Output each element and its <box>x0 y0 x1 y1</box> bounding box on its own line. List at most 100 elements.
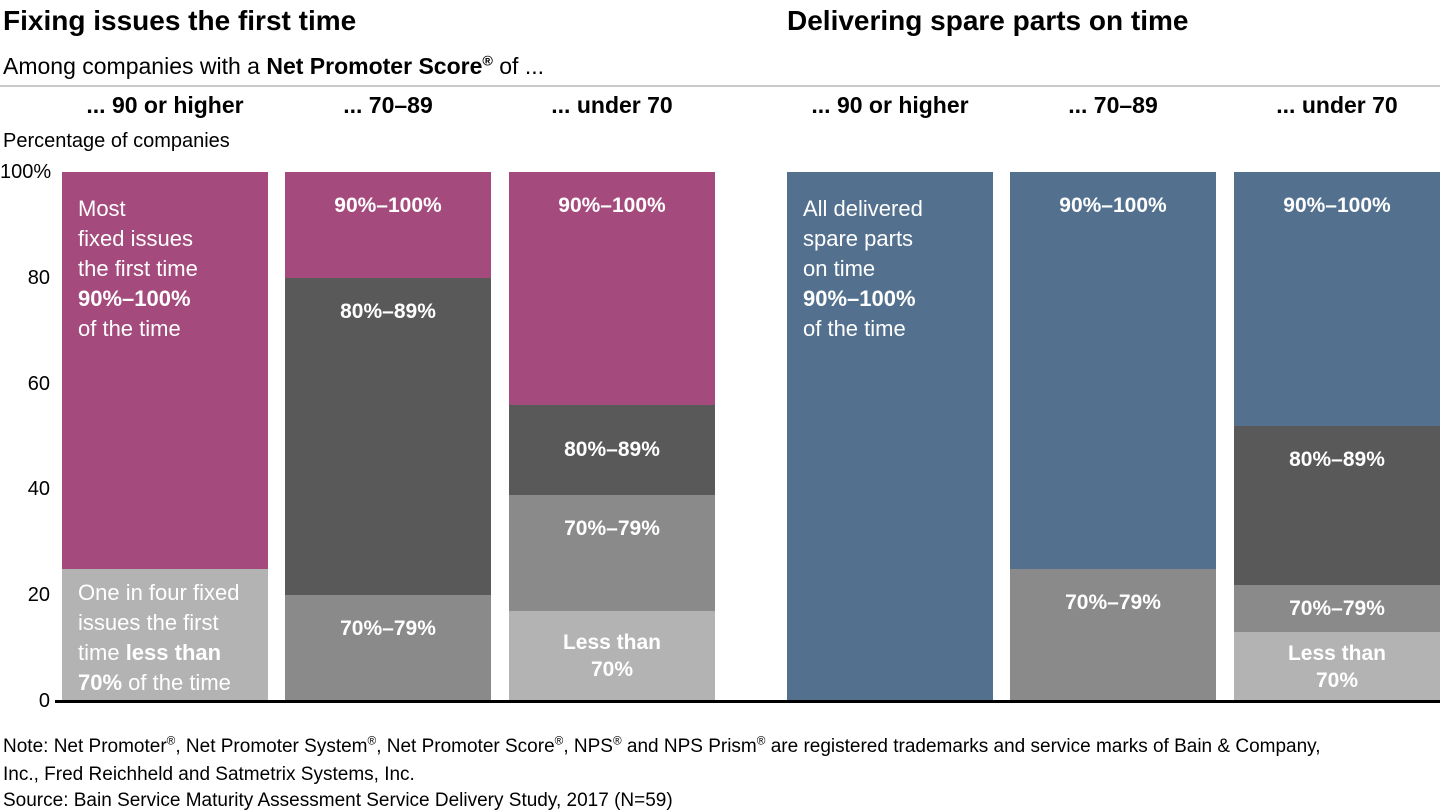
chart-subtitle: Among companies with a Net Promoter Scor… <box>3 53 544 80</box>
text-run: less than <box>125 639 222 665</box>
column-header: ... under 70 <box>551 92 673 118</box>
label-line: Less than <box>509 629 715 656</box>
label-line: Most <box>78 194 268 224</box>
text-run: 90%–100% <box>334 194 442 217</box>
text-run: , Net Promoter Score <box>376 736 555 757</box>
text-run: 70%–79% <box>1289 596 1385 620</box>
text-run: 70% <box>78 669 123 695</box>
label-line: 70% <box>1234 667 1440 694</box>
label-line: fixed issues <box>78 224 268 254</box>
bar-segment-label: Less than 70% <box>509 629 715 683</box>
bar-segment-label: One in four fixed issues the first time le… <box>62 578 268 698</box>
label-line: 70%–79% <box>285 615 491 642</box>
text-run: 90%–100% <box>558 194 666 217</box>
text-run: , Net Promoter System <box>175 736 368 757</box>
label-line: 70%–79% <box>509 515 715 542</box>
text-run: , NPS <box>563 736 613 757</box>
label-line: Less than <box>1234 640 1440 667</box>
bar-segment-label: 90%–100% <box>1010 192 1216 219</box>
text-run: ® <box>612 734 622 748</box>
y-tick-label: 40 <box>27 478 50 501</box>
bar-segment: Less than 70% <box>1234 632 1440 701</box>
bar-segment-label: All delivered spare parts on time 90%–100% o… <box>787 194 993 344</box>
bar-segment: All delivered spare parts on time 90%–100% o… <box>787 172 993 701</box>
label-line: 90%–100% <box>803 284 993 314</box>
text-run: are registered trademarks and service ma… <box>765 736 1321 757</box>
text-run: All delivered <box>803 196 923 221</box>
bar-segment: 80%–89% <box>1234 425 1440 585</box>
column-header: ... 90 or higher <box>86 92 244 118</box>
bar-segment: 70%–79% <box>509 494 715 612</box>
label-line: 70%–79% <box>1010 589 1216 616</box>
text-run: 70% <box>1315 668 1359 692</box>
column-header: ... 90 or higher <box>811 92 969 118</box>
text-run: One in four fixed <box>78 579 240 605</box>
text-run: 70%–79% <box>340 617 436 641</box>
text-run: 70% <box>590 658 634 682</box>
text-run: 90%–100% <box>1283 194 1391 217</box>
bar-segment: 70%–79% <box>285 595 491 701</box>
label-line: 90%–100% <box>1010 192 1216 219</box>
footnote-line-1: Note: Net Promoter®, Net Promoter System… <box>3 733 1437 761</box>
bar-segment-label: Less than 70% <box>1234 640 1440 694</box>
label-line: time less than <box>78 638 268 668</box>
text-run: Less than <box>562 631 662 655</box>
bar-segment-label: 90%–100% <box>285 192 491 219</box>
label-line: 90%–100% <box>509 192 715 219</box>
bar-segment-label: Most fixed issues the first time 90%–100% of… <box>62 194 268 344</box>
text-run: ® <box>367 734 377 748</box>
label-line: 70% of the time <box>78 668 268 698</box>
label-line: issues the first <box>78 608 268 638</box>
bar-segment: 80%–89% <box>509 404 715 495</box>
bar-segment: Less than 70% <box>509 611 715 701</box>
text-run: issues the first <box>78 609 219 635</box>
y-tick-label: 60 <box>27 372 50 395</box>
bar-segment: 90%–100% <box>1234 172 1440 426</box>
x-axis-baseline <box>55 700 1440 703</box>
bar-segment: 80%–89% <box>285 277 491 596</box>
text-run: of the time <box>803 316 906 341</box>
bar-segment-label: 90%–100% <box>509 192 715 219</box>
column-header: ... 70–89 <box>343 92 433 118</box>
label-line: the first time <box>78 254 268 284</box>
text-run: 90%–100% <box>803 286 916 311</box>
header-divider-line <box>0 85 1440 87</box>
text-run: ® <box>166 734 176 748</box>
text-run: 90%–100% <box>1059 194 1167 217</box>
text-run: ® <box>756 734 766 748</box>
label-line: 90%–100% <box>1234 192 1440 219</box>
text-run: 80%–89% <box>340 299 436 323</box>
bar-segment: 70%–79% <box>1234 584 1440 633</box>
bar-segment: 90%–100% <box>285 172 491 278</box>
text-run: of the time <box>122 669 231 695</box>
bar-segment-label: 80%–89% <box>285 298 491 325</box>
label-line: of the time <box>803 314 993 344</box>
bar-segment: Most fixed issues the first time 90%–100% of… <box>62 172 268 569</box>
bar-segment: 90%–100% <box>509 172 715 405</box>
text-run: 70%–79% <box>1065 590 1161 614</box>
label-line: on time <box>803 254 993 284</box>
text-run: 90%–100% <box>78 286 191 311</box>
column-header: ... under 70 <box>1276 92 1398 118</box>
bar-segment-label: 90%–100% <box>1234 192 1440 219</box>
bar-segment-label: 80%–89% <box>1234 446 1440 473</box>
text-run: and NPS Prism <box>621 736 757 757</box>
footnote-line-2: Inc., Fred Reichheld and Satmetrix Syste… <box>3 764 415 785</box>
bar-segment-label: 70%–79% <box>509 515 715 542</box>
label-line: All delivered <box>803 194 993 224</box>
panel-title-right: Delivering spare parts on time <box>787 5 1189 36</box>
text-run: Net Promoter Score <box>266 53 483 79</box>
bar-segment-label: 70%–79% <box>1234 595 1440 622</box>
bar-segment: One in four fixed issues the first time le… <box>62 568 268 701</box>
text-run: Most <box>78 196 126 221</box>
y-tick-label: 0 <box>38 690 50 712</box>
text-run: ® <box>482 53 493 70</box>
text-run: of ... <box>492 53 545 79</box>
bar-segment: 70%–79% <box>1010 568 1216 701</box>
text-run: ® <box>554 734 564 748</box>
bar-segment: 90%–100% <box>1010 172 1216 569</box>
label-line: 80%–89% <box>1234 446 1440 473</box>
label-line: 80%–89% <box>509 436 715 463</box>
